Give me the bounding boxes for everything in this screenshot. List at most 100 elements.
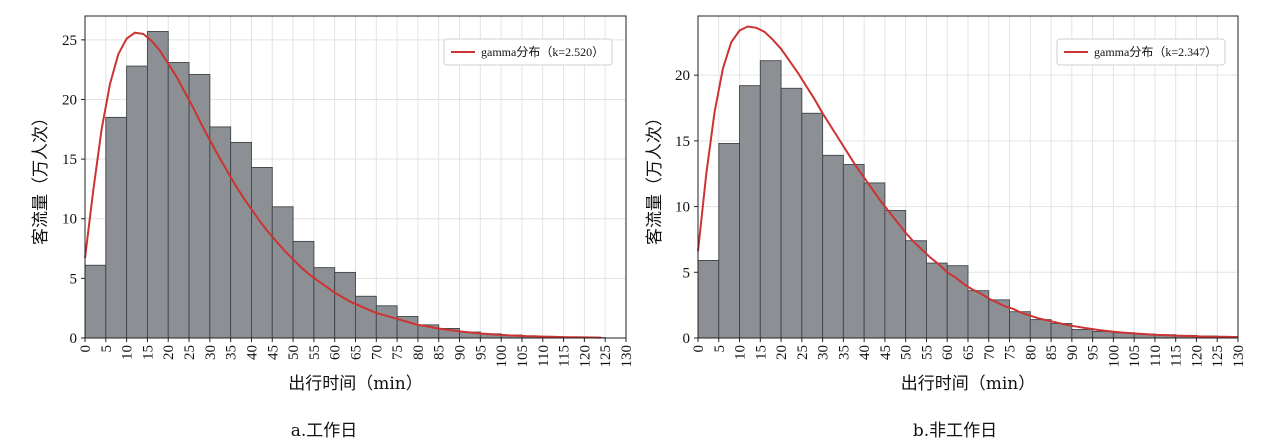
x-tick-label: 30 — [203, 345, 219, 360]
histogram-bar — [863, 182, 886, 339]
x-tick-label: 125 — [1210, 345, 1226, 368]
x-tick-label: 15 — [753, 345, 769, 360]
histogram-bar — [292, 240, 315, 339]
histogram-bar — [842, 164, 865, 339]
y-tick-label: 0 — [70, 331, 78, 347]
x-tick-label: 105 — [515, 345, 531, 368]
x-tick-label: 10 — [733, 345, 749, 360]
histogram-bar — [126, 65, 148, 339]
histogram-bar — [271, 206, 294, 339]
histogram-bar — [375, 305, 398, 339]
panel-caption: b.非工作日 — [913, 421, 997, 441]
x-tick-label: 15 — [140, 345, 156, 360]
histogram-bar — [759, 60, 782, 339]
x-tick-label: 115 — [1169, 345, 1185, 367]
histogram-bar — [230, 141, 252, 339]
legend-box — [1056, 38, 1226, 66]
x-tick-label: 120 — [1189, 345, 1205, 368]
x-tick-label: 130 — [1231, 345, 1247, 368]
x-tick-label: 45 — [878, 345, 894, 360]
x-tick-label: 70 — [982, 345, 998, 360]
x-tick-label: 65 — [349, 345, 365, 360]
x-tick-label: 60 — [328, 345, 344, 360]
x-tick-label: 75 — [1003, 345, 1019, 360]
histogram-bar — [105, 116, 128, 339]
x-tick-label: 55 — [307, 345, 323, 360]
x-tick-label: 100 — [1106, 345, 1122, 368]
histogram-bar — [697, 260, 720, 339]
histogram-bar — [967, 290, 990, 339]
histogram-bar — [167, 62, 190, 339]
x-tick-label: 100 — [494, 345, 510, 368]
histogram-bar — [926, 262, 948, 339]
gamma-curve — [84, 31, 602, 339]
histogram-bar — [334, 271, 356, 339]
histogram-bar — [780, 87, 803, 339]
legend-box — [443, 38, 613, 66]
x-tick-label: 75 — [390, 345, 406, 360]
histogram-bar — [313, 267, 336, 339]
y-tick-label: 20 — [675, 68, 690, 84]
x-tick-label: 80 — [411, 345, 427, 360]
x-tick-label: 95 — [473, 345, 489, 360]
x-tick-label: 40 — [857, 345, 873, 360]
legend: gamma分布（k=2.520） — [443, 38, 613, 66]
x-tick-label: 0 — [78, 345, 94, 353]
x-tick-label: 85 — [1044, 345, 1060, 360]
histogram-bar — [946, 265, 969, 339]
x-tick-label: 55 — [919, 345, 935, 360]
x-tick-label: 115 — [557, 345, 573, 367]
x-tick-label: 90 — [1065, 345, 1081, 360]
chart-panel-a: 0 5 10 15 20 25 30 35 40 45 50 55 60 65 70 75 80 85 90 95 10… — [31, 15, 635, 441]
histogram-bar — [822, 154, 844, 339]
x-tick-label: 45 — [265, 345, 281, 360]
x-tick-label: 65 — [961, 345, 977, 360]
x-axis-label: 出行时间（min） — [901, 374, 1036, 394]
x-tick-label: 130 — [619, 345, 635, 368]
x-tick-label: 70 — [369, 345, 385, 360]
x-tick-label: 120 — [577, 345, 593, 368]
x-tick-label: 20 — [774, 345, 790, 360]
chart-panel-b: 0 5 10 15 20 25 30 35 40 45 50 55 60 65 70 75 80 85 90 95 10… — [645, 15, 1247, 441]
x-tick-label: 110 — [536, 345, 552, 367]
legend: gamma分布（k=2.347） — [1056, 38, 1226, 66]
x-tick-label: 90 — [453, 345, 469, 360]
x-tick-label: 110 — [1148, 345, 1164, 367]
x-tick-label: 0 — [691, 345, 707, 353]
panel-caption: a.工作日 — [291, 421, 358, 441]
histogram-bar — [1071, 329, 1094, 339]
y-tick-label: 15 — [62, 152, 77, 168]
legend-label: gamma分布（k=2.347） — [1094, 45, 1217, 59]
x-tick-label: 80 — [1023, 345, 1039, 360]
histogram-bar — [146, 31, 169, 339]
x-tick-label: 105 — [1127, 345, 1143, 368]
x-tick-label: 125 — [598, 345, 614, 368]
histogram-bar — [1029, 319, 1052, 339]
x-tick-label: 50 — [899, 345, 915, 360]
gamma-curve — [697, 25, 1239, 339]
histogram-bar — [988, 299, 1010, 339]
x-tick-label: 50 — [286, 345, 302, 360]
y-tick-label: 10 — [62, 212, 77, 228]
y-tick-label: 10 — [675, 200, 690, 216]
x-tick-label: 35 — [836, 345, 852, 360]
histogram-bar — [355, 295, 377, 339]
y-tick-label: 25 — [62, 33, 77, 49]
x-tick-label: 95 — [1086, 345, 1102, 360]
x-tick-label: 5 — [712, 345, 728, 353]
x-tick-label: 30 — [816, 345, 832, 360]
histogram-bar — [251, 167, 273, 339]
histogram-bar — [84, 264, 107, 339]
x-tick-label: 10 — [120, 345, 136, 360]
x-tick-label: 60 — [940, 345, 956, 360]
x-tick-label: 35 — [224, 345, 240, 360]
x-tick-label: 25 — [182, 345, 198, 360]
y-tick-label: 20 — [62, 92, 77, 108]
y-tick-label: 15 — [675, 134, 690, 150]
y-tick-label: 5 — [70, 271, 78, 287]
x-tick-label: 25 — [795, 345, 811, 360]
x-tick-label: 20 — [161, 345, 177, 360]
legend-label: gamma分布（k=2.520） — [481, 45, 604, 59]
y-axis-label: 客流量（万人次） — [645, 109, 665, 245]
